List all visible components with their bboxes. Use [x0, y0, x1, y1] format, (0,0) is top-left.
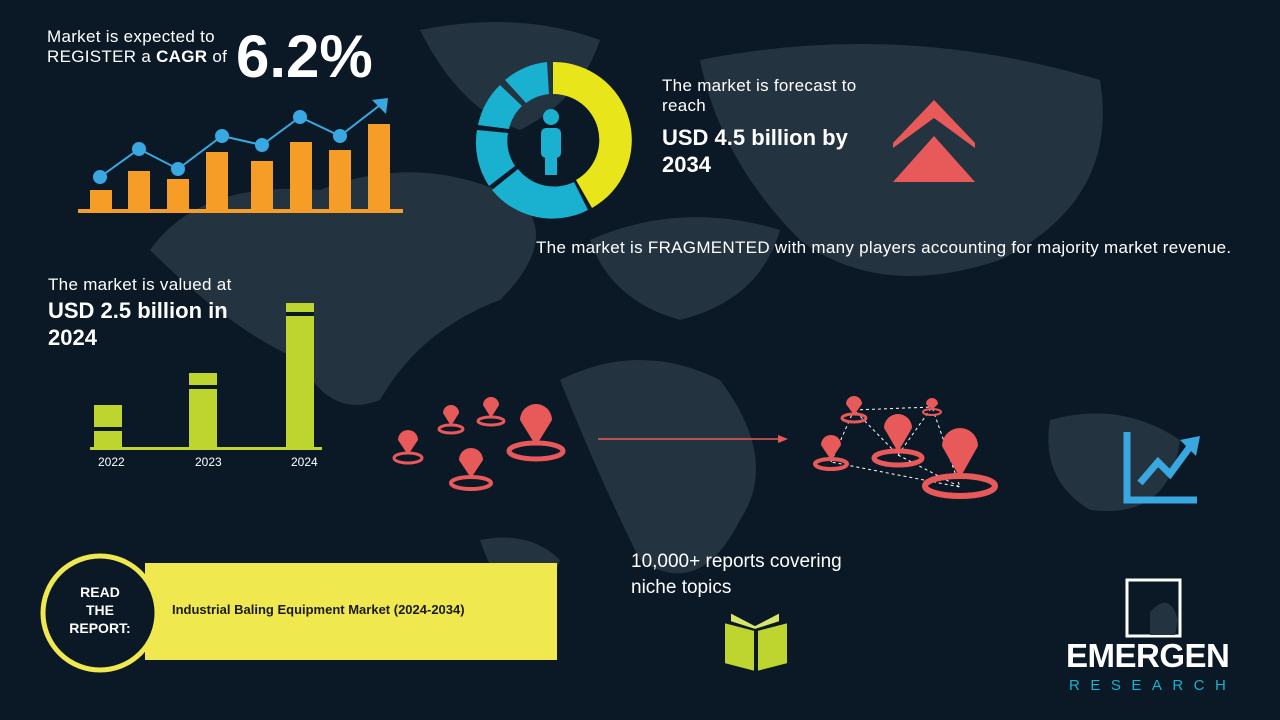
location-pins [392, 396, 998, 499]
logo-sub: RESEARCH [1069, 677, 1237, 694]
reports-text: 10,000+ reports covering niche topics [631, 551, 842, 598]
book-icon [723, 610, 789, 674]
year-label: 2024 [291, 455, 318, 469]
report-banner [145, 563, 557, 660]
person-icon [541, 109, 561, 175]
cagr-text: Market is expected to REGISTER a CAGR of [47, 27, 228, 66]
valued-value: USD 2.5 billion in 2024 [48, 298, 228, 350]
read-report-label: READ THE REPORT: [69, 584, 131, 636]
year-label: 2022 [98, 455, 125, 469]
forecast-value: USD 4.5 billion by 2034 [662, 125, 848, 177]
year-label: 2023 [195, 455, 222, 469]
donut-chart [475, 61, 632, 219]
cagr-bar-chart [78, 124, 403, 213]
forecast-label: The market is forecast to reach [662, 76, 857, 115]
emergen-logo-mark [1125, 578, 1182, 638]
cagr-trend-line [93, 98, 388, 184]
growth-chart-icon [1123, 432, 1200, 504]
read-report-circle [40, 553, 160, 673]
valued-label: The market is valued at [48, 275, 232, 294]
valued-bar-chart [90, 303, 322, 450]
cagr-value: 6.2% [236, 23, 373, 90]
fragmented-text: The market is FRAGMENTED with many playe… [536, 238, 1232, 257]
chevron-up-icon [893, 100, 975, 182]
logo-name: EMERGEN [1066, 637, 1230, 674]
report-title-link[interactable]: Industrial Baling Equipment Market (2024… [172, 602, 465, 617]
